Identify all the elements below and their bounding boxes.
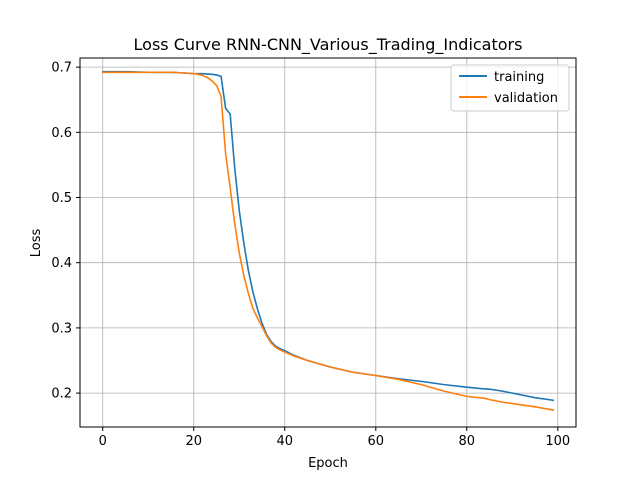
x-tick-label: 100 — [545, 434, 570, 449]
axis-ticks: 0 20 40 60 80 100 0.2 0.3 0.4 0.5 0.6 0.7 — [51, 61, 570, 449]
series-lines — [101, 70, 555, 411]
plot-area — [80, 58, 576, 427]
x-tick-label: 60 — [368, 434, 385, 449]
x-tick-label: 40 — [276, 434, 293, 449]
legend-label-validation: validation — [494, 91, 558, 106]
y-tick-label: 0.5 — [51, 191, 72, 206]
legend-label-training: training — [494, 70, 544, 85]
y-tick-label: 0.6 — [51, 126, 72, 141]
y-tick-label: 0.7 — [51, 61, 72, 76]
chart-title: Loss Curve RNN-CNN_Various_Trading_Indic… — [134, 35, 523, 55]
series-line-validation — [101, 71, 555, 411]
x-tick-label: 0 — [99, 434, 107, 449]
legend: training validation — [450, 64, 570, 112]
y-axis-label: Loss — [29, 229, 44, 258]
y-tick-label: 0.4 — [51, 256, 72, 271]
x-axis-label: Epoch — [308, 456, 348, 471]
y-tick-label: 0.3 — [51, 321, 72, 336]
grid-lines — [80, 58, 576, 427]
x-tick-label: 80 — [459, 434, 476, 449]
y-tick-label: 0.2 — [51, 387, 72, 402]
plot-frame — [79, 57, 577, 428]
x-tick-label: 20 — [185, 434, 202, 449]
